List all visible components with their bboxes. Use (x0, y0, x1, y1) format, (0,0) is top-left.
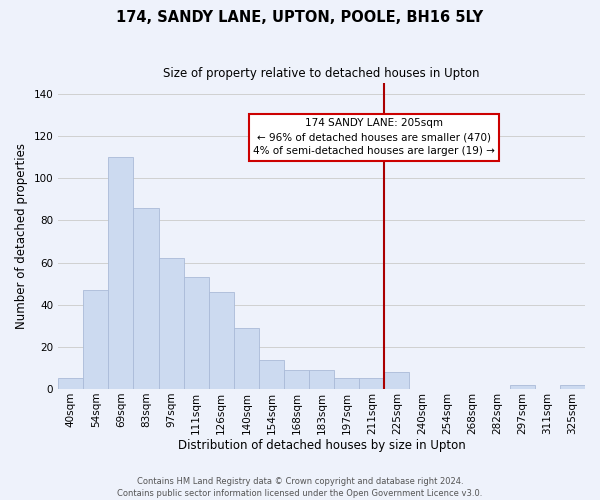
Text: Contains HM Land Registry data © Crown copyright and database right 2024.
Contai: Contains HM Land Registry data © Crown c… (118, 476, 482, 498)
Bar (309, 370, 334, 389)
Text: 174, SANDY LANE, UPTON, POOLE, BH16 5LY: 174, SANDY LANE, UPTON, POOLE, BH16 5LY (116, 10, 484, 25)
Bar (510, 385, 535, 389)
Bar (83, 290, 109, 389)
Bar (284, 370, 309, 389)
Bar (109, 157, 133, 389)
Bar (209, 292, 234, 389)
Bar (385, 372, 409, 389)
Text: 174 SANDY LANE: 205sqm
← 96% of detached houses are smaller (470)
4% of semi-det: 174 SANDY LANE: 205sqm ← 96% of detached… (253, 118, 495, 156)
Bar (259, 360, 284, 389)
Bar (133, 208, 158, 389)
Bar (158, 258, 184, 389)
Bar (184, 278, 209, 389)
Y-axis label: Number of detached properties: Number of detached properties (15, 143, 28, 329)
X-axis label: Distribution of detached houses by size in Upton: Distribution of detached houses by size … (178, 440, 466, 452)
Bar (234, 328, 259, 389)
Bar (334, 378, 359, 389)
Title: Size of property relative to detached houses in Upton: Size of property relative to detached ho… (163, 68, 480, 80)
Bar (359, 378, 385, 389)
Bar (58, 378, 83, 389)
Bar (560, 385, 585, 389)
